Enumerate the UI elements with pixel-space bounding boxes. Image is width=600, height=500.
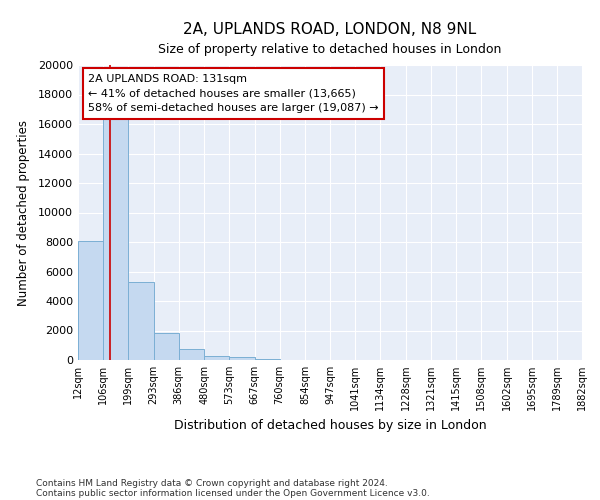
- Text: Size of property relative to detached houses in London: Size of property relative to detached ho…: [158, 42, 502, 56]
- Text: Contains public sector information licensed under the Open Government Licence v3: Contains public sector information licen…: [36, 488, 430, 498]
- Bar: [78, 240, 103, 360]
- Bar: [154, 334, 179, 360]
- Text: 2A UPLANDS ROAD: 131sqm
← 41% of detached houses are smaller (13,665)
58% of sem: 2A UPLANDS ROAD: 131sqm ← 41% of detache…: [88, 74, 379, 114]
- X-axis label: Distribution of detached houses by size in London: Distribution of detached houses by size …: [173, 418, 487, 432]
- Bar: [204, 356, 229, 360]
- Y-axis label: Number of detached properties: Number of detached properties: [17, 120, 29, 306]
- Bar: [179, 349, 204, 360]
- Text: Contains HM Land Registry data © Crown copyright and database right 2024.: Contains HM Land Registry data © Crown c…: [36, 478, 388, 488]
- Bar: [254, 358, 280, 360]
- Bar: [103, 115, 128, 360]
- Text: 2A, UPLANDS ROAD, LONDON, N8 9NL: 2A, UPLANDS ROAD, LONDON, N8 9NL: [184, 22, 476, 38]
- Bar: [229, 357, 254, 360]
- Bar: [128, 282, 154, 360]
